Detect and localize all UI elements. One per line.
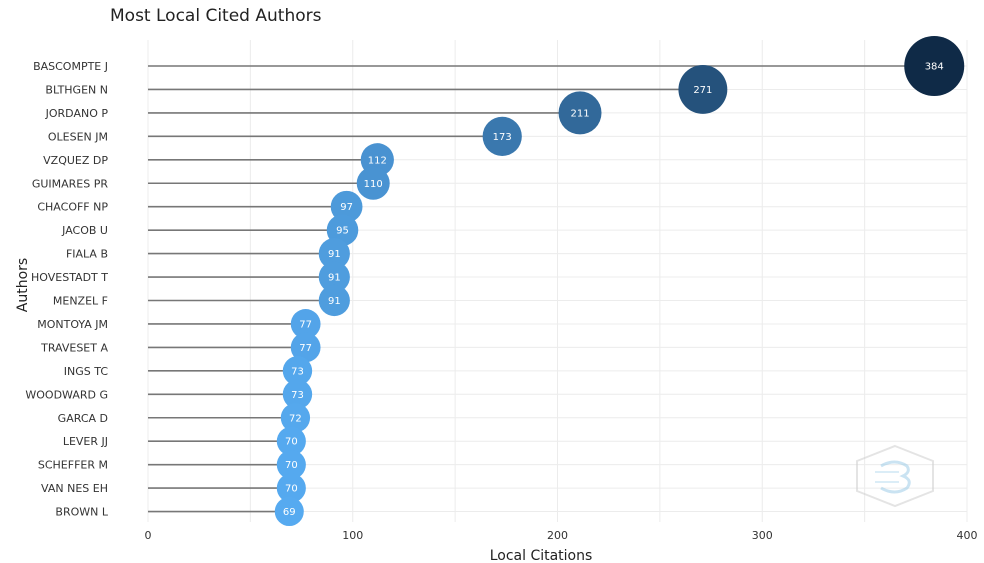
lollipop-row: INGS TC 73 (64, 356, 313, 386)
x-tick-label: 400 (957, 529, 978, 542)
lollipop-point (274, 497, 304, 527)
lollipop-row: JACOB U 95 (61, 214, 359, 246)
lollipop-row: BROWN L 69 (55, 497, 304, 527)
lollipop-point (290, 332, 321, 363)
lollipop-point (280, 403, 311, 433)
lollipop-row: OLESEN JM 173 (48, 116, 522, 156)
chart-title: Most Local Cited Authors (110, 6, 322, 26)
lollipop-row: HOVESTADT T 91 (31, 261, 350, 293)
y-tick-label: BASCOMPTE J (33, 60, 108, 73)
x-tick-label: 0 (145, 529, 152, 542)
lollipop-row: GARCA D 72 (58, 403, 311, 433)
x-axis-label: Local Citations (490, 548, 593, 563)
y-axis-label: Authors (15, 258, 31, 312)
data-label: 211 (570, 108, 589, 119)
data-label: 77 (299, 343, 312, 354)
y-tick-label: MONTOYA JM (37, 318, 108, 331)
lollipop-row: TRAVESET A 77 (40, 332, 321, 363)
y-tick-label: FIALA B (66, 248, 108, 261)
x-tick-label: 300 (752, 529, 773, 542)
lollipop-row: WOODWARD G 73 (25, 379, 313, 409)
x-tick-label: 200 (547, 529, 568, 542)
x-axis-ticks: 0 100 200 300 400 (145, 529, 978, 542)
data-label: 91 (328, 296, 341, 307)
data-label: 91 (328, 273, 341, 284)
data-label: 73 (291, 366, 304, 377)
lollipop-point (282, 356, 313, 386)
y-tick-label: WOODWARD G (25, 388, 108, 401)
lollipop-point (290, 309, 321, 339)
data-label: 271 (693, 85, 712, 96)
y-tick-label: CHACOFF NP (37, 201, 108, 214)
data-label: 70 (285, 484, 298, 495)
data-label: 110 (364, 179, 383, 190)
y-tick-label: MENZEL F (53, 295, 108, 308)
lollipop-point (356, 166, 390, 200)
lollipop-row: BLTHGEN N 271 (45, 65, 728, 114)
lollipop-point (282, 379, 313, 409)
data-label: 95 (336, 226, 349, 237)
lollipop-row: MONTOYA JM 77 (37, 309, 321, 339)
y-tick-label: GARCA D (58, 412, 108, 425)
lollipop-row: FIALA B 91 (66, 238, 350, 270)
data-label: 112 (368, 155, 387, 166)
lollipop-point (558, 91, 602, 135)
lollipop-row: LEVER JJ 70 (63, 426, 306, 456)
data-label: 70 (285, 437, 298, 448)
lollipop-point (318, 261, 350, 293)
data-marks: BASCOMPTE J 384 BLTHGEN N 271 JORDANO P 211 OL… (25, 36, 965, 527)
y-tick-label: OLESEN JM (48, 130, 108, 143)
data-label: 73 (291, 390, 304, 401)
y-tick-label: JORDANO P (45, 107, 109, 120)
data-label: 70 (285, 460, 298, 471)
y-tick-label: HOVESTADT T (31, 271, 108, 284)
y-tick-label: VZQUEZ DP (43, 154, 108, 167)
data-label: 72 (289, 413, 302, 424)
x-tick-label: 100 (342, 529, 363, 542)
data-label: 77 (299, 319, 312, 330)
lollipop-row: SCHEFFER M 70 (38, 450, 306, 480)
lollipop-row: GUIMARES PR 110 (32, 166, 390, 200)
lollipop-point (276, 426, 306, 456)
y-tick-label: VAN NES EH (41, 482, 108, 495)
y-tick-label: LEVER JJ (63, 435, 108, 448)
watermark-logo (856, 444, 934, 508)
lollipop-point (318, 238, 350, 270)
lollipop-row: CHACOFF NP 97 (37, 190, 363, 223)
lollipop-row: VAN NES EH 70 (41, 473, 306, 503)
lollipop-point (276, 473, 306, 503)
data-label: 384 (925, 62, 944, 73)
lollipop-point (904, 36, 965, 96)
y-tick-label: SCHEFFER M (38, 459, 108, 472)
lollipop-point (678, 65, 728, 114)
data-label: 69 (283, 507, 296, 518)
lollipop-point (276, 450, 306, 480)
y-tick-label: BLTHGEN N (45, 83, 108, 96)
y-tick-label: JACOB U (61, 224, 108, 237)
data-label: 173 (493, 132, 512, 143)
y-tick-label: BROWN L (55, 506, 108, 519)
data-label: 91 (328, 249, 341, 260)
lollipop-row: VZQUEZ DP 112 (43, 143, 394, 177)
lollipop-point (318, 284, 350, 317)
y-tick-label: INGS TC (64, 365, 109, 378)
lollipop-row: JORDANO P 211 (45, 91, 602, 135)
lollipop-point (330, 190, 363, 223)
y-tick-label: GUIMARES PR (32, 177, 109, 190)
data-label: 97 (340, 202, 353, 213)
lollipop-row: MENZEL F 91 (53, 284, 350, 317)
lollipop-point (482, 116, 522, 156)
lollipop-row: BASCOMPTE J 384 (33, 36, 965, 96)
y-tick-label: TRAVESET A (40, 341, 108, 354)
